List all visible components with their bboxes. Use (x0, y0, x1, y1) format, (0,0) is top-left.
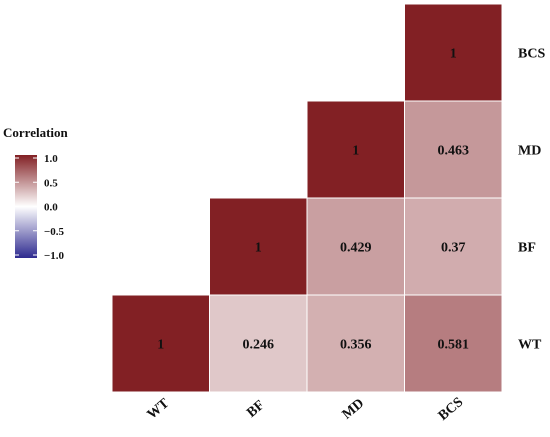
x-axis: WT BF MD BCS (145, 395, 467, 424)
heatmap-cells: 1 0.246 0.356 0.581 1 0.429 0.37 1 0.463 1 (111, 3, 503, 393)
y-tick-label-wt: WT (518, 338, 542, 353)
legend-tick-label: 0.0 (44, 202, 58, 214)
x-tick-label-bcs: BCS (436, 395, 467, 424)
legend-tick: 1.0 (15, 153, 58, 165)
heatmap-cell-rect (404, 294, 503, 393)
heatmap-cell-value: 1 (255, 241, 262, 256)
heatmap-cell-bf-bcs: 0.37 (404, 197, 503, 296)
legend-tick-label: −1.0 (44, 250, 65, 262)
heatmap-cell-wt-md: 0.356 (306, 294, 405, 393)
legend-title: Correlation (3, 125, 69, 140)
legend-tick: 0.5 (15, 177, 58, 189)
heatmap-cell-value: 1 (157, 338, 164, 353)
heatmap-cell-value: 1 (450, 47, 457, 62)
legend-ticks: 1.0 0.5 0.0 −0.5 −1.0 (15, 153, 65, 262)
x-tick-label-md: MD (340, 396, 368, 422)
heatmap-cell-md-bcs: 0.463 (404, 100, 503, 199)
heatmap-cell-rect (404, 3, 503, 102)
x-tick-label-wt: WT (145, 396, 173, 423)
y-tick-label-bcs: BCS (518, 47, 545, 62)
heatmap-cell-rect (306, 197, 405, 296)
heatmap-cell-rect (306, 100, 405, 199)
heatmap-cell-rect (111, 294, 210, 393)
heatmap-cell-md-md: 1 (306, 100, 405, 199)
heatmap-cell-wt-bcs: 0.581 (404, 294, 503, 393)
legend-tick-label: 0.5 (44, 177, 58, 189)
heatmap-cell-wt-bf: 0.246 (209, 294, 308, 393)
legend-tick-label: −0.5 (44, 226, 65, 238)
heatmap-cell-rect (209, 294, 308, 393)
heatmap-cell-bf-bf: 1 (209, 197, 308, 296)
heatmap-cell-bcs-bcs: 1 (404, 3, 503, 102)
legend-tick: −1.0 (15, 250, 65, 262)
legend-colorbar (15, 155, 37, 258)
heatmap-cell-bf-md: 0.429 (306, 197, 405, 296)
y-axis: WT BF MD BCS (518, 47, 545, 353)
heatmap-cell-value: 0.356 (340, 338, 372, 353)
heatmap-cell-value: 0.37 (441, 241, 466, 256)
heatmap-cell-value: 1 (352, 144, 359, 159)
legend-tick-label: 1.0 (44, 153, 58, 165)
heatmap-cell-rect (209, 197, 308, 296)
legend: Correlation 1.0 0.5 0.0 −0.5 −1.0 (3, 125, 69, 262)
legend-tick: 0.0 (15, 202, 58, 214)
x-tick-label-bf: BF (244, 398, 267, 421)
y-tick-label-bf: BF (518, 241, 536, 256)
heatmap-cell-rect (404, 197, 503, 296)
heatmap-cell-rect (404, 100, 503, 199)
heatmap-cell-value: 0.246 (243, 338, 275, 353)
y-tick-label-md: MD (518, 144, 541, 159)
heatmap-cell-value: 0.429 (340, 241, 372, 256)
heatmap-cell-wt-wt: 1 (111, 294, 210, 393)
heatmap-cell-value: 0.581 (438, 338, 470, 353)
heatmap-cell-value: 0.463 (438, 144, 470, 159)
legend-tick: −0.5 (15, 226, 65, 238)
